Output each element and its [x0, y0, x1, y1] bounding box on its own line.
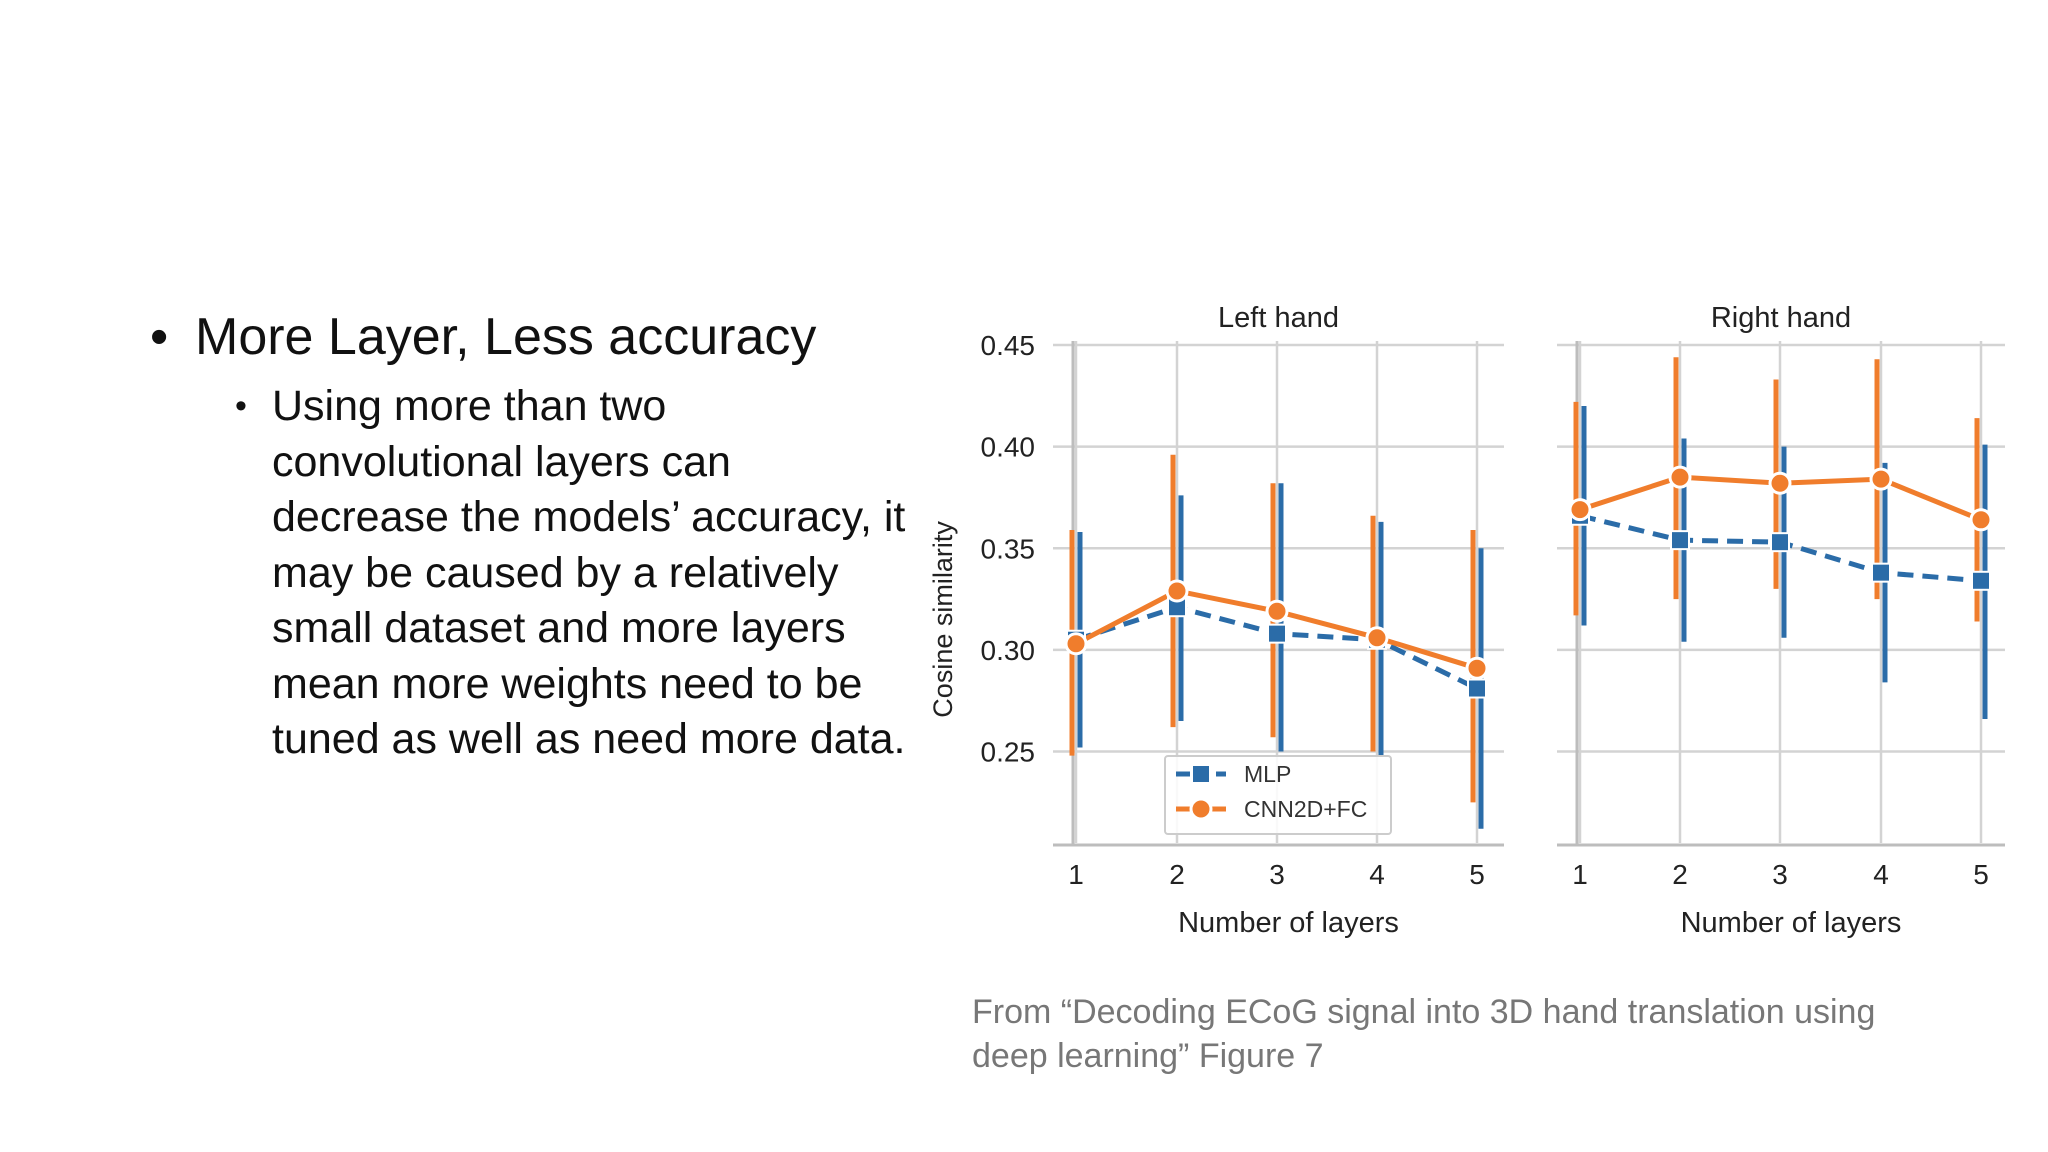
- x-tick-label: 5: [1469, 859, 1485, 890]
- x-tick-label: 5: [1973, 859, 1989, 890]
- bullet-sub: • Using more than two convolutional laye…: [235, 379, 912, 768]
- legend-square-icon: [1191, 764, 1211, 784]
- bullet-sub-text: Using more than two convolutional layers…: [272, 382, 906, 763]
- x-axis-label: Number of layers: [1681, 907, 1902, 939]
- x-tick-label: 4: [1369, 859, 1385, 890]
- bullet-list: • More Layer, Less accuracy • Using more…: [150, 305, 910, 768]
- panel-title: Right hand: [1711, 302, 1851, 334]
- x-tick-label: 3: [1269, 859, 1285, 890]
- y-tick-label: 0.40: [981, 432, 1036, 463]
- data-point-cnn: [1869, 467, 1893, 491]
- data-point-cnn: [1768, 471, 1792, 495]
- y-tick-label: 0.25: [981, 737, 1036, 768]
- bullet-dot-icon: •: [235, 387, 247, 425]
- x-tick-label: 3: [1772, 859, 1788, 890]
- x-axis-label: Number of layers: [1178, 907, 1399, 939]
- data-point-mlp: [1467, 678, 1487, 699]
- data-point-cnn: [1365, 626, 1389, 650]
- data-point-cnn: [1969, 508, 1993, 532]
- y-tick-label: 0.35: [981, 533, 1036, 564]
- y-tick-label: 0.30: [981, 635, 1036, 666]
- legend-label: CNN2D+FC: [1244, 796, 1367, 822]
- y-axis-label: Cosine similarity: [928, 521, 958, 718]
- x-tick-label: 4: [1873, 859, 1889, 890]
- figure-caption: From “Decoding ECoG signal into 3D hand …: [972, 993, 1876, 1075]
- data-point-cnn: [1064, 632, 1088, 656]
- bullet-main-text: More Layer, Less accuracy: [195, 308, 817, 366]
- data-point-cnn: [1668, 465, 1692, 489]
- data-point-cnn: [1165, 579, 1189, 603]
- data-point-mlp: [1770, 532, 1790, 553]
- x-tick-label: 1: [1572, 859, 1588, 890]
- data-point-cnn: [1265, 599, 1289, 623]
- x-tick-label: 2: [1672, 859, 1688, 890]
- legend-label: MLP: [1244, 761, 1291, 787]
- y-tick-label: 0.45: [981, 330, 1036, 361]
- legend: MLP CNN2D+FC: [1164, 755, 1392, 835]
- bullet-dot-icon: •: [150, 308, 169, 366]
- panel-title: Left hand: [1218, 302, 1339, 334]
- data-point-mlp: [1267, 623, 1287, 644]
- data-point-cnn: [1568, 498, 1592, 522]
- bullet-main: • More Layer, Less accuracy: [150, 305, 910, 369]
- x-tick-label: 2: [1169, 859, 1185, 890]
- data-point-mlp: [1871, 562, 1891, 583]
- x-tick-label: 1: [1068, 859, 1084, 890]
- data-point-cnn: [1465, 656, 1489, 680]
- legend-circle-icon: [1189, 797, 1213, 821]
- data-point-mlp: [1971, 570, 1991, 591]
- data-point-mlp: [1670, 530, 1690, 551]
